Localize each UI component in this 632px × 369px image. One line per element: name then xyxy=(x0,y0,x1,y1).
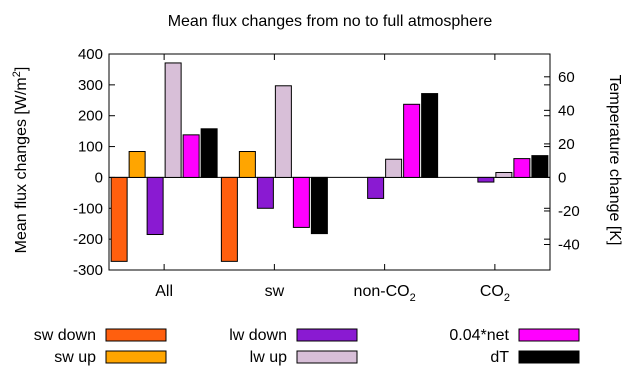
bar-sw-down-1 xyxy=(220,176,238,262)
bar-lw-up-0 xyxy=(164,62,182,178)
bar-lw-down-0 xyxy=(146,176,164,236)
x-tick-label: non-CO2 xyxy=(354,283,416,304)
bar-lw-down-3 xyxy=(477,176,495,183)
legend-swatch xyxy=(518,328,580,342)
svg-text:Mean flux changes [W/m2]: Mean flux changes [W/m2] xyxy=(11,67,30,254)
bar-sw-up-0 xyxy=(128,151,146,178)
bar-0-04-net-3 xyxy=(513,158,531,178)
bar-lw-up-1 xyxy=(274,85,292,178)
y-tick-label: -100 xyxy=(73,200,103,217)
x-tick-label: sw xyxy=(265,283,285,300)
y-tick-label: -300 xyxy=(73,262,103,279)
bar-dt-2 xyxy=(421,93,439,178)
legend-label: lw up xyxy=(250,349,287,366)
legend-swatch xyxy=(105,350,167,364)
y-tick-label: 100 xyxy=(78,139,103,156)
legend-swatch xyxy=(296,328,358,342)
y2-tick-label: -40 xyxy=(558,237,580,254)
bar-dt-1 xyxy=(310,176,328,235)
y2-tick-label: -20 xyxy=(558,203,580,220)
chart-title: Mean flux changes from no to full atmosp… xyxy=(168,13,493,30)
bar-sw-down-0 xyxy=(110,176,128,262)
y-axis-label-main: Mean flux changes [W/m xyxy=(13,77,30,253)
bar-dt-0 xyxy=(200,128,218,178)
x-tick-label: All xyxy=(155,283,173,300)
bar-lw-up-3 xyxy=(495,171,513,178)
legend: sw down sw up lw down lw up 0.04*net dT xyxy=(34,327,580,366)
bar-lw-down-1 xyxy=(256,176,274,209)
plot-area: -300-200-1000100200300400-40-200204060Al… xyxy=(73,46,580,304)
bar-0-04-net-1 xyxy=(292,176,310,228)
y2-tick-label: 40 xyxy=(558,102,575,119)
plot-frame xyxy=(108,53,551,271)
legend-swatch xyxy=(296,350,358,364)
y-tick-label: 200 xyxy=(78,108,103,125)
legend-swatch xyxy=(105,328,167,342)
y-tick-label: 0 xyxy=(95,169,103,186)
x-tick-label: CO2 xyxy=(480,283,510,304)
bar-dt-3 xyxy=(531,155,549,178)
y-tick-label: 300 xyxy=(78,77,103,94)
bar-0-04-net-2 xyxy=(403,103,421,178)
y-axis-label: Mean flux changes [W/m2] xyxy=(11,67,30,254)
y2-tick-label: 0 xyxy=(558,169,566,186)
bar-0-04-net-0 xyxy=(182,134,200,178)
y2-tick-label: 20 xyxy=(558,136,575,153)
legend-label: sw down xyxy=(34,327,96,344)
bar-sw-up-1 xyxy=(238,151,256,178)
legend-label: dT xyxy=(490,349,509,366)
bar-lw-up-2 xyxy=(385,158,403,178)
y2-axis-label: Temperature change [K] xyxy=(606,75,623,246)
y2-tick-label: 60 xyxy=(558,69,575,86)
y-axis-label-end: ] xyxy=(13,67,30,71)
legend-label: 0.04*net xyxy=(449,327,509,344)
y-tick-label: 400 xyxy=(78,46,103,63)
y2-axis-label-text: Temperature change [K] xyxy=(606,75,623,246)
legend-swatch xyxy=(518,350,580,364)
y-axis-label-sup: 2 xyxy=(11,71,23,77)
legend-label: lw down xyxy=(229,327,287,344)
bar-lw-down-2 xyxy=(367,176,385,199)
legend-label: sw up xyxy=(54,349,96,366)
y-tick-label: -200 xyxy=(73,231,103,248)
